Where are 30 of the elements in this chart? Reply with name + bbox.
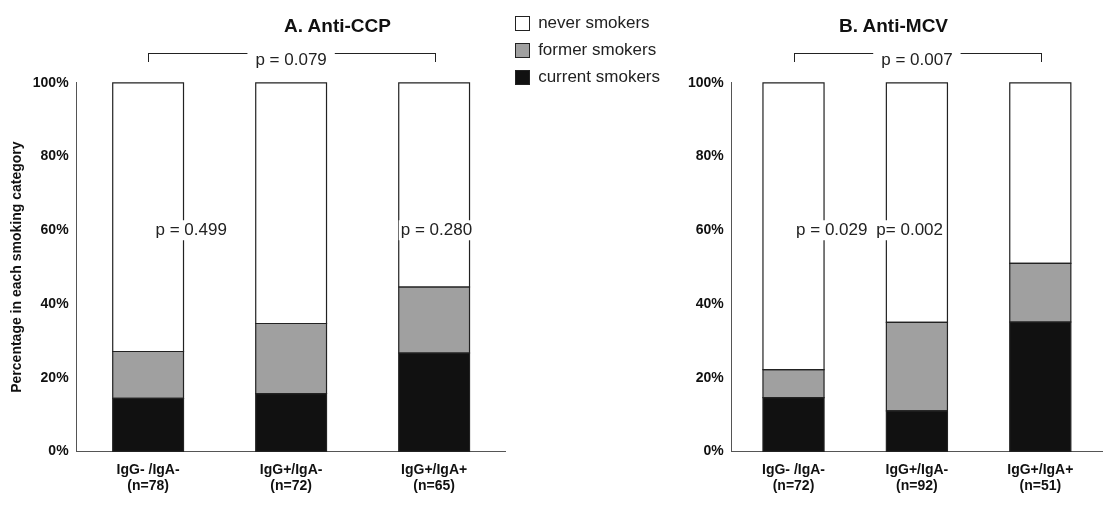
y-tick-label: 0% [48, 442, 70, 459]
y-tick-label: 100% [687, 73, 725, 90]
x-tick-label: IgG+/IgA+ (n=51) [1007, 460, 1074, 494]
annotation: p = 0.499 [155, 219, 227, 239]
y-tick-label: 100% [32, 73, 70, 90]
text: p = 0.007 [881, 50, 953, 70]
y-tick-label: 40% [40, 294, 70, 311]
legend-label: current smokers [538, 67, 661, 87]
text: never smokers [538, 13, 650, 33]
annotation: p = 0.029 [796, 219, 868, 239]
annotation: p = 0.280 [400, 219, 473, 239]
x-tick-label: IgG+/IgA- (n=92) [885, 460, 949, 494]
x-tick-label: IgG+/IgA+ (n=65) [401, 460, 468, 494]
y-tick-label: 40% [695, 294, 725, 311]
legend-label: former smokers [538, 40, 657, 60]
text: p = 0.079 [255, 50, 327, 70]
x-tick-label: IgG+/IgA- (n=72) [259, 460, 323, 494]
y-tick-label: 80% [695, 147, 725, 164]
x-tick-label: IgG- /IgA- (n=78) [116, 460, 180, 494]
x-tick-label: IgG- /IgA- (n=72) [762, 460, 826, 494]
y-tick-label: 0% [703, 442, 725, 459]
y-tick-label: 20% [40, 368, 70, 385]
chart-title: A. Anti-CCP [284, 14, 392, 36]
y-axis-title: Percentage in each smoking category [8, 141, 25, 393]
annotation: p= 0.002 [876, 219, 944, 239]
y-tick-label: 60% [40, 221, 70, 238]
chart-title: B. Anti-MCV [838, 14, 949, 36]
y-tick-label: 60% [695, 221, 725, 238]
y-tick-label: 80% [40, 147, 70, 164]
y-tick-label: 20% [695, 368, 725, 385]
